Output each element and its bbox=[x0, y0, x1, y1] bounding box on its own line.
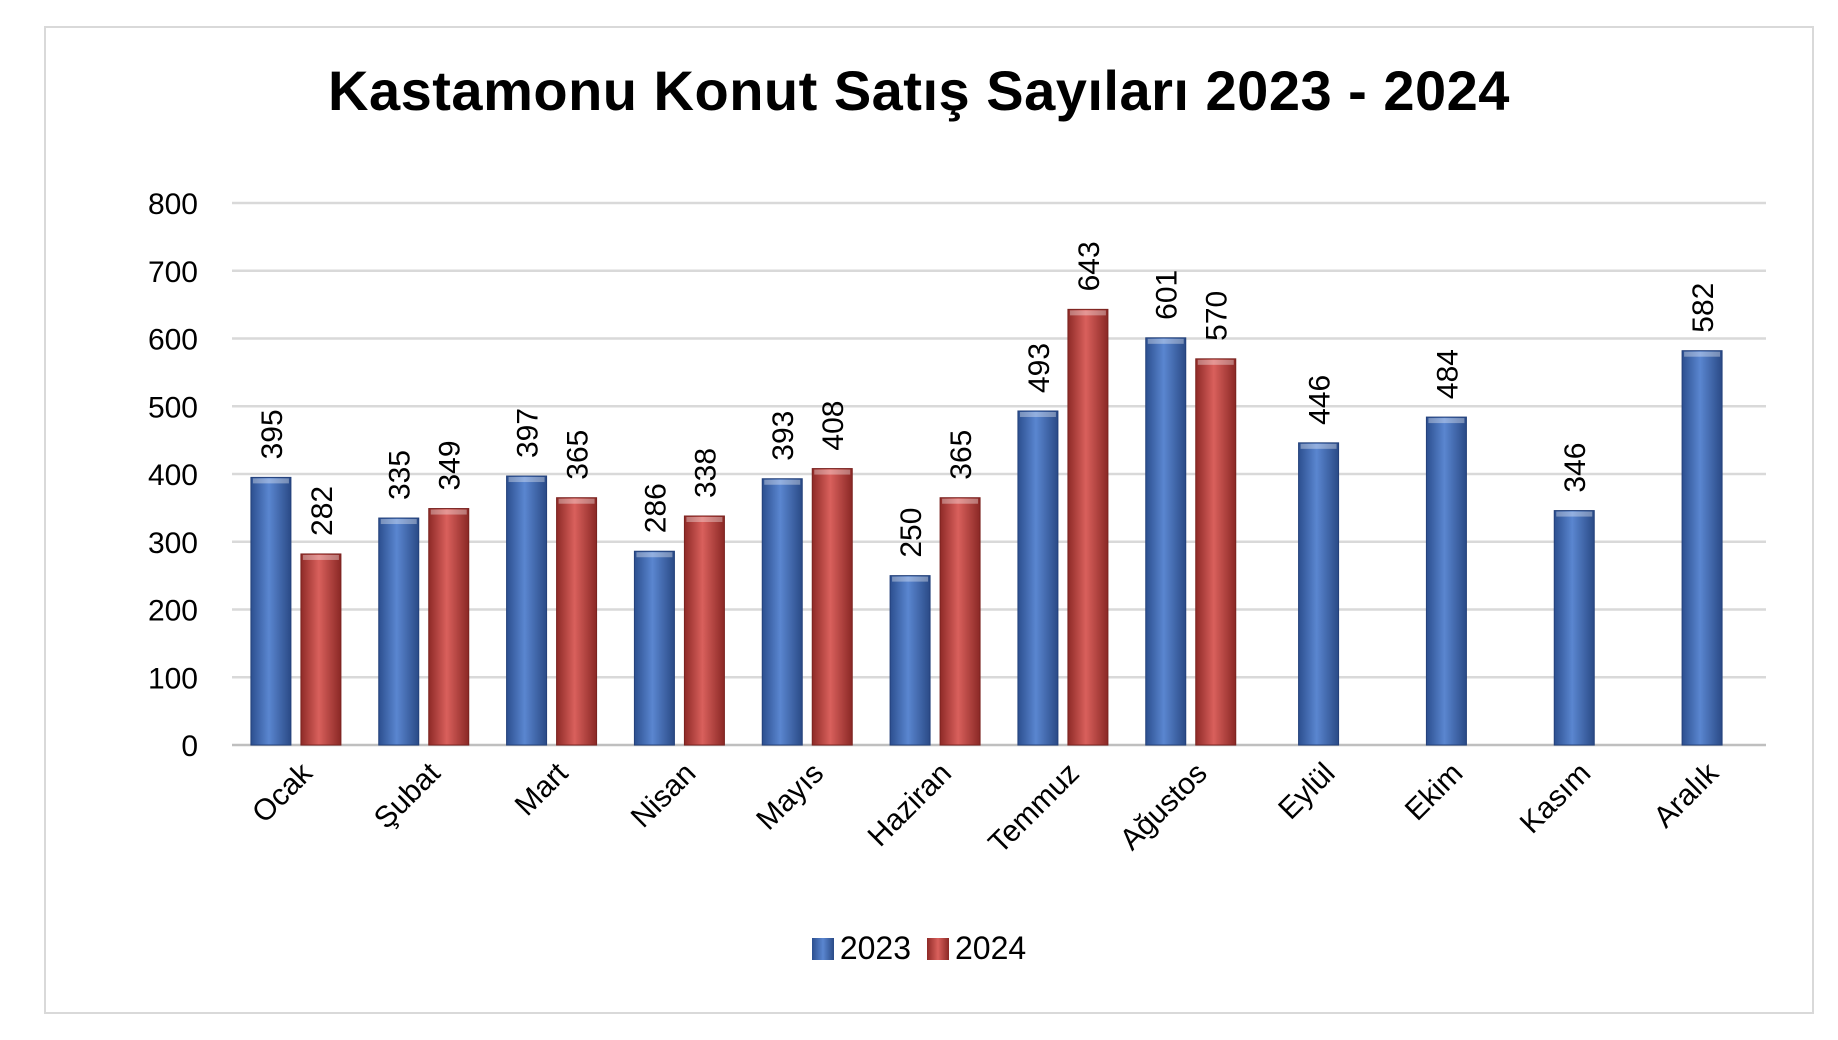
data-label: 338 bbox=[689, 448, 722, 498]
chart-legend: 2023 2024 bbox=[0, 930, 1838, 967]
data-label: 570 bbox=[1201, 291, 1234, 341]
legend-item-2023: 2023 bbox=[811, 930, 911, 967]
data-label: 582 bbox=[1687, 283, 1720, 333]
data-label: 393 bbox=[767, 411, 800, 461]
bar-2024 bbox=[428, 508, 470, 746]
bar-2024 bbox=[939, 497, 981, 746]
bar-2024 bbox=[300, 553, 342, 746]
x-tick-label: Mayıs bbox=[750, 757, 830, 837]
legend-swatch-2023 bbox=[811, 937, 834, 960]
bar-2023 bbox=[1298, 442, 1340, 746]
bar-highlight bbox=[1147, 338, 1184, 344]
y-tick-label: 0 bbox=[181, 730, 198, 763]
bar-2024 bbox=[811, 468, 853, 746]
y-tick-label: 700 bbox=[148, 256, 198, 289]
data-label: 601 bbox=[1151, 270, 1184, 320]
bar-2023 bbox=[1017, 410, 1059, 746]
bar-highlight bbox=[892, 576, 929, 582]
bar-2023 bbox=[1681, 350, 1723, 746]
data-label: 250 bbox=[895, 508, 928, 558]
y-tick-label: 600 bbox=[148, 324, 198, 357]
x-tick-label: Haziran bbox=[862, 757, 958, 853]
chart-frame bbox=[44, 26, 1814, 1014]
bar-2023 bbox=[1145, 337, 1187, 746]
data-label: 397 bbox=[512, 408, 545, 458]
bar-highlight bbox=[636, 552, 673, 558]
legend-swatch-2024 bbox=[927, 937, 949, 960]
y-tick-label: 500 bbox=[148, 391, 198, 424]
x-tick-label: Ocak bbox=[246, 756, 320, 830]
bar-highlight bbox=[1684, 351, 1721, 357]
bar-2023 bbox=[378, 517, 420, 746]
bar-2023 bbox=[250, 476, 292, 746]
y-tick-label: 800 bbox=[148, 188, 198, 221]
data-label: 282 bbox=[306, 486, 339, 536]
bar-2023 bbox=[633, 550, 675, 746]
x-tick-label: Ekim bbox=[1399, 757, 1469, 827]
bar-2023 bbox=[1425, 416, 1467, 746]
bar-highlight bbox=[1428, 418, 1465, 424]
bar-highlight bbox=[764, 479, 801, 485]
x-tick-label: Kasım bbox=[1514, 757, 1597, 840]
x-tick-label: Şubat bbox=[368, 756, 447, 835]
bar-2023 bbox=[506, 475, 548, 746]
bar-highlight bbox=[1019, 411, 1056, 417]
x-tick-label: Aralık bbox=[1647, 756, 1725, 834]
data-label: 484 bbox=[1431, 349, 1464, 399]
legend-item-2024: 2024 bbox=[927, 930, 1026, 967]
bar-2024 bbox=[1067, 308, 1109, 746]
y-tick-label: 300 bbox=[148, 527, 198, 560]
bar-highlight bbox=[302, 554, 339, 560]
y-tick-label: 400 bbox=[148, 459, 198, 492]
bar-highlight bbox=[1556, 511, 1593, 517]
x-tick-label: Temmuz bbox=[982, 757, 1085, 860]
bar-2024 bbox=[556, 497, 598, 746]
x-tick-label: Mart bbox=[509, 756, 575, 822]
bar-2023 bbox=[761, 478, 803, 746]
y-tick-label: 200 bbox=[148, 595, 198, 628]
x-tick-label: Eylül bbox=[1272, 757, 1341, 826]
data-label: 395 bbox=[256, 409, 289, 459]
bar-2023 bbox=[1553, 510, 1595, 746]
bar-highlight bbox=[1300, 443, 1337, 449]
data-label: 493 bbox=[1023, 343, 1056, 393]
bar-2024 bbox=[1195, 358, 1237, 746]
x-tick-label: Nisan bbox=[625, 757, 703, 835]
bar-highlight bbox=[686, 517, 723, 523]
data-label: 349 bbox=[434, 440, 467, 490]
bar-highlight bbox=[558, 498, 595, 504]
bar-2024 bbox=[683, 515, 725, 746]
data-label: 365 bbox=[562, 430, 595, 480]
legend-label-2024: 2024 bbox=[955, 930, 1027, 966]
data-label: 446 bbox=[1304, 375, 1337, 425]
data-label: 365 bbox=[945, 430, 978, 480]
data-label: 335 bbox=[384, 450, 417, 500]
legend-label-2023: 2023 bbox=[839, 930, 911, 966]
bar-highlight bbox=[508, 477, 545, 483]
chart-title: Kastamonu Konut Satış Sayıları 2023 - 20… bbox=[328, 59, 1510, 122]
bar-highlight bbox=[814, 469, 851, 475]
data-label: 346 bbox=[1559, 443, 1592, 493]
y-tick-label: 100 bbox=[148, 662, 198, 695]
x-tick-label: Ağustos bbox=[1114, 757, 1214, 857]
bar-2023 bbox=[889, 575, 931, 746]
bar-highlight bbox=[380, 519, 417, 525]
bar-highlight bbox=[942, 498, 979, 504]
data-label: 286 bbox=[639, 483, 672, 533]
data-label: 643 bbox=[1073, 241, 1106, 291]
data-label: 408 bbox=[817, 401, 850, 451]
bar-highlight bbox=[252, 478, 289, 484]
bar-highlight bbox=[430, 509, 467, 515]
bar-highlight bbox=[1069, 310, 1106, 316]
bar-highlight bbox=[1197, 359, 1234, 365]
